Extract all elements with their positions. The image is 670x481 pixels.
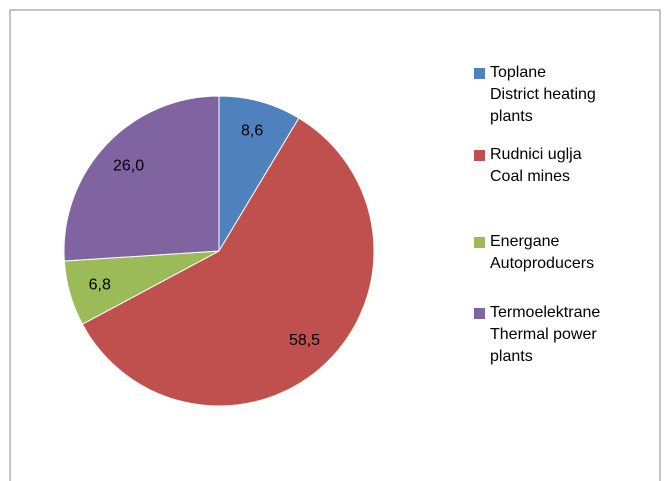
legend-entry: Toplane District heating plants xyxy=(474,62,596,128)
legend-swatch xyxy=(474,68,485,79)
data-label: 26,0 xyxy=(113,157,144,174)
pie-slice xyxy=(81,117,375,407)
legend-entry: Termoelektrane Thermal power plants xyxy=(474,302,600,368)
legend-swatch xyxy=(474,150,485,161)
data-label: 6,8 xyxy=(89,276,111,293)
legend-label: Termoelektrane Thermal power plants xyxy=(490,304,601,365)
legend-entry: Rudnici uglja Coal mines xyxy=(474,144,582,188)
legend-label: Energane Autoproducers xyxy=(490,233,595,272)
legend-entry: Energane Autoproducers xyxy=(474,231,594,275)
legend-swatch xyxy=(474,237,485,248)
data-label: 58,5 xyxy=(289,332,320,349)
legend-label: Rudnici uglja Coal mines xyxy=(490,146,582,185)
data-label: 8,6 xyxy=(241,123,263,140)
pie-slice xyxy=(63,95,220,262)
pie-slice xyxy=(218,95,300,253)
legend-swatch xyxy=(474,308,485,319)
frame xyxy=(9,9,661,481)
legend-label: Toplane District heating plants xyxy=(490,64,596,125)
